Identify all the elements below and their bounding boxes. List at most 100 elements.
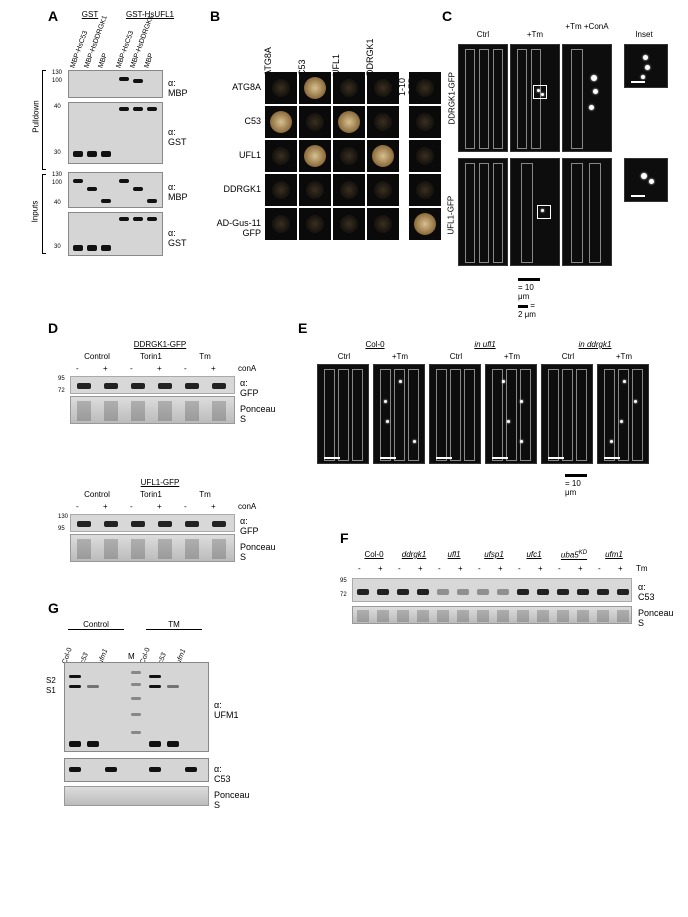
y2h-spot-2-2 [340, 147, 358, 165]
mw-f-95: 95 [340, 578, 347, 584]
panel-e-gen-1: in ufl1 [435, 340, 535, 349]
y2h-spot-2-1 [304, 145, 326, 167]
panel-d-mw-0-1: 72 [58, 388, 65, 394]
panel-g-ab-0: α: UFM1 [214, 700, 239, 720]
y2h-cell-1-2 [333, 106, 365, 138]
y2h-cell-4-0 [265, 208, 297, 240]
panel-label-g: G [48, 600, 59, 616]
y2h-cell-1-4 [409, 106, 441, 138]
panel-f-tm-2: - [398, 564, 401, 573]
y2h-cell-3-1 [299, 174, 331, 206]
panel-f-tm-1: + [378, 564, 383, 573]
panel-d-cona-1-1: + [103, 502, 108, 511]
panel-d-cona-0-4: - [184, 364, 187, 373]
panel-g-ab-1: α: C53 [214, 764, 231, 784]
panel-label-e: E [298, 320, 307, 336]
panel-d-set-0: DDRGK1-GFPControlTorin1Tm-+-+-+conA9572α… [60, 340, 260, 460]
panel-f-tm-13: + [618, 564, 623, 573]
panel-g-grp-0: Control [68, 620, 124, 630]
panel-f-load: Ponceau S [638, 608, 674, 628]
y2h-cell-0-3 [367, 72, 399, 104]
side-inputs: Inputs [30, 201, 39, 223]
y2h-cell-2-2 [333, 140, 365, 172]
panel-label-b: B [210, 8, 220, 24]
panel-f-tm-6: - [478, 564, 481, 573]
panel-g-blot-ufm1 [64, 662, 209, 752]
mw-a-30b: 30 [54, 244, 61, 250]
panel-b-row-0: ATG8A [205, 82, 261, 92]
panel-a-lane-5: MBP [143, 52, 155, 69]
panel-d-load-0: Ponceau S [240, 404, 276, 424]
side-pulldown: Pulldown [32, 100, 41, 132]
mw-a-100: 100 [52, 78, 62, 84]
panel-c-row-1: UFL1-GFP [447, 185, 456, 235]
y2h-cell-2-1 [299, 140, 331, 172]
scale-inset-2 [631, 195, 645, 197]
panel-label-f: F [340, 530, 349, 546]
y2h-cell-2-0 [265, 140, 297, 172]
y2h-spot-3-1 [306, 181, 324, 199]
mw-f-72: 72 [340, 592, 347, 598]
panel-b-row-3: DDRGK1 [205, 184, 261, 194]
y2h-cell-4-2 [333, 208, 365, 240]
panel-e-micro-0 [317, 364, 369, 464]
panel-a-ab-3: α: GST [168, 228, 190, 248]
panel-f-gen-4: ufc1 [516, 550, 552, 559]
y2h-spot-0-0 [272, 79, 290, 97]
panel-label-d: D [48, 320, 58, 336]
y2h-cell-0-4 [409, 72, 441, 104]
panel-a-blot-2 [68, 102, 163, 164]
panel-d-treat-0-0: Control [72, 352, 122, 361]
panel-c-row-0: DDRGK1-GFP [448, 65, 457, 125]
y2h-spot-0-4 [416, 79, 434, 97]
panel-f-tm-5: + [458, 564, 463, 573]
panel-d-cona-1-0: - [76, 502, 79, 511]
panel-d-cona-0-5: + [211, 364, 216, 373]
panel-e-treat-3: +Tm [487, 352, 537, 361]
panel-f-tm-4: - [438, 564, 441, 573]
y2h-cell-1-0 [265, 106, 297, 138]
y2h-cell-3-0 [265, 174, 297, 206]
panel-d-cona-1-4: - [184, 502, 187, 511]
panel-g-ponceau [64, 786, 209, 806]
panel-a-lane-2: MBP [97, 52, 109, 69]
panel-d-cona-0-1: + [103, 364, 108, 373]
bracket-inputs [42, 174, 46, 254]
panel-a-blot-3 [68, 172, 163, 208]
micro-ddrgk1-ctrl [458, 44, 508, 152]
y2h-spot-3-2 [340, 181, 358, 199]
y2h-cell-0-0 [265, 72, 297, 104]
panel-b-row-2: UFL1 [205, 150, 261, 160]
panel-d-cona-1-5: + [211, 502, 216, 511]
panel-d-mw-1-0: 130 [58, 514, 68, 520]
y2h-cell-2-4 [409, 140, 441, 172]
panel-d-set-1: UFL1-GFPControlTorin1Tm-+-+-+conA13095α:… [60, 478, 260, 598]
panel-g-load: Ponceau S [214, 790, 250, 810]
scale-legend: = 10 μm = 2 μm [518, 274, 540, 319]
y2h-spot-4-4 [414, 213, 436, 235]
y2h-spot-0-2 [340, 79, 358, 97]
scale-inset-1 [631, 81, 645, 83]
panel-d-treat-1-2: Tm [180, 490, 230, 499]
panel-f-tm-3: + [418, 564, 423, 573]
panel-c-col-3: Inset [624, 30, 664, 39]
y2h-spot-0-3 [374, 79, 392, 97]
panel-a-blot-1 [68, 70, 163, 98]
y2h-cell-1-3 [367, 106, 399, 138]
panel-d-treat-0-2: Tm [180, 352, 230, 361]
panel-d-cona-label-1: conA [238, 502, 256, 511]
panel-d-cona-0-2: - [130, 364, 133, 373]
panel-g-marker: M [128, 652, 135, 661]
micro-ddrgk1-inset [624, 44, 668, 88]
panel-a-ab-0: α: MBP [168, 78, 190, 98]
panel-e-treat-5: +Tm [599, 352, 649, 361]
micro-ddrgk1-tm-cona [562, 44, 612, 152]
panel-f-ab: α: C53 [638, 582, 662, 602]
panel-e-micro-1 [373, 364, 425, 464]
panel-d-load-1: Ponceau S [240, 542, 276, 562]
panel-f-tm-11: + [578, 564, 583, 573]
panel-e-gen-2: in ddrgk1 [545, 340, 645, 349]
panel-g-grp-1: TM [146, 620, 202, 630]
panel-d-title-1: UFL1-GFP [110, 478, 210, 487]
y2h-cell-4-4 [409, 208, 441, 240]
